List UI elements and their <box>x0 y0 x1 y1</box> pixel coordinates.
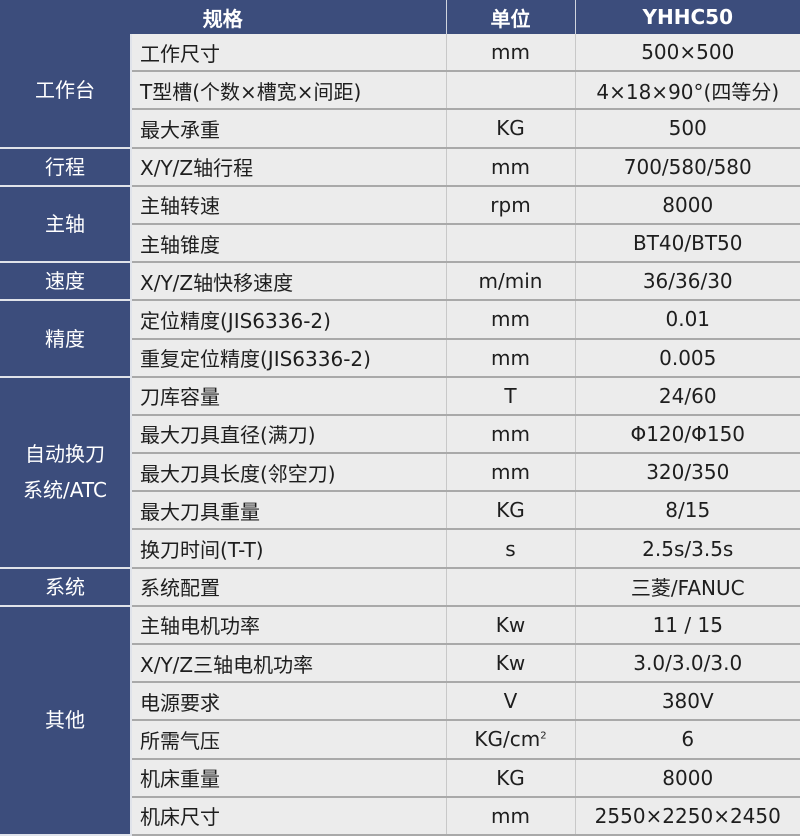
unit-superscript: 2 <box>540 730 547 742</box>
spec-cell: 定位精度(JIS6336-2) <box>131 300 447 340</box>
spec-cell: X/Y/Z轴行程 <box>131 147 447 187</box>
table-row: 所需气压 KG/cm2 6 <box>0 720 800 760</box>
spec-cell: 主轴锥度 <box>131 223 447 264</box>
unit-cell: Kw <box>446 605 576 646</box>
spec-cell: 最大刀具重量 <box>131 491 447 531</box>
unit-cell: T <box>446 376 576 416</box>
table-row: 系统 系统配置 三菱/FANUC <box>0 567 800 607</box>
value-cell: 4×18×90°(四等分) <box>575 71 800 111</box>
table-row: 精度 定位精度(JIS6336-2) mm 0.01 <box>0 300 800 378</box>
unit-cell: rpm <box>446 185 576 225</box>
spec-cell: 电源要求 <box>131 682 447 722</box>
table-row: T型槽(个数×槽宽×间距) 4×18×90°(四等分) <box>0 71 800 111</box>
table-row: 机床重量 KG 8000 <box>0 758 800 798</box>
table-row: 主轴 主轴转速 rpm 8000 <box>0 185 800 264</box>
value-cell: 8000 <box>575 185 800 225</box>
table-row: 最大刀具长度(邻空刀) mm 320/350 <box>0 453 800 493</box>
value-cell: 8/15 <box>575 491 800 531</box>
spec-cell: 刀库容量 <box>131 376 447 416</box>
unit-cell: s <box>446 529 576 569</box>
value-cell: 500×500 <box>575 34 800 73</box>
category-cell: 精度 <box>0 300 132 378</box>
spec-table-body: 工作台 工作尺寸 mm 500×500 T型槽(个数×槽宽×间距) 4×18×90°(四等… <box>0 34 800 836</box>
unit-cell: Kw <box>446 644 576 684</box>
category-cell: 主轴 <box>0 185 132 264</box>
table-row: 最大刀具重量 KG 8/15 <box>0 491 800 531</box>
unit-cell: mm <box>446 147 576 187</box>
unit-cell: V <box>446 682 576 722</box>
table-row: 最大承重 KG 500 <box>0 109 800 149</box>
spec-cell: T型槽(个数×槽宽×间距) <box>131 71 447 111</box>
value-cell: 11 / 15 <box>575 605 800 646</box>
category-cell: 工作台 <box>0 34 132 149</box>
unit-cell: mm <box>446 453 576 493</box>
category-cell: 系统 <box>0 567 132 607</box>
value-cell: Φ120/Φ150 <box>575 414 800 455</box>
spec-cell: 主轴电机功率 <box>131 605 447 646</box>
category-cell: 其他 <box>0 605 132 836</box>
value-cell: 36/36/30 <box>575 262 800 302</box>
header-unit: 单位 <box>446 0 576 34</box>
spec-cell: X/Y/Z轴快移速度 <box>131 262 447 302</box>
spec-cell: X/Y/Z三轴电机功率 <box>131 644 447 684</box>
table-row: X/Y/Z三轴电机功率 Kw 3.0/3.0/3.0 <box>0 644 800 684</box>
unit-cell: mm <box>446 796 576 836</box>
table-row: 最大刀具直径(满刀) mm Φ120/Φ150 <box>0 414 800 455</box>
spec-cell: 机床重量 <box>131 758 447 798</box>
table-row: 速度 X/Y/Z轴快移速度 m/min 36/36/30 <box>0 262 800 302</box>
value-cell: 2550×2250×2450 <box>575 796 800 836</box>
unit-cell: KG <box>446 758 576 798</box>
value-cell: 24/60 <box>575 376 800 416</box>
value-cell: 6 <box>575 720 800 760</box>
category-cell: 速度 <box>0 262 132 302</box>
value-cell: 0.01 <box>575 300 800 340</box>
unit-cell: KG/cm2 <box>446 720 576 760</box>
value-cell: 三菱/FANUC <box>575 567 800 607</box>
unit-cell <box>446 71 576 111</box>
spec-cell: 主轴转速 <box>131 185 447 225</box>
value-cell: 2.5s/3.5s <box>575 529 800 569</box>
spec-cell: 重复定位精度(JIS6336-2) <box>131 338 447 378</box>
value-cell: 380V <box>575 682 800 722</box>
table-row: 自动换刀 系统/ATC 刀库容量 T 24/60 <box>0 376 800 569</box>
unit-cell: mm <box>446 300 576 340</box>
category-cell: 自动换刀 系统/ATC <box>0 376 132 569</box>
unit-cell <box>446 567 576 607</box>
value-cell: 8000 <box>575 758 800 798</box>
unit-cell: KG <box>446 491 576 531</box>
unit-text: KG/cm <box>474 727 541 752</box>
spec-cell: 最大承重 <box>131 109 447 149</box>
value-cell: 3.0/3.0/3.0 <box>575 644 800 684</box>
table-row: 主轴锥度 BT40/BT50 <box>0 223 800 264</box>
unit-cell: mm <box>446 34 576 73</box>
header-spec: 规格 <box>0 0 447 34</box>
category-cell: 行程 <box>0 147 132 187</box>
spec-cell: 最大刀具长度(邻空刀) <box>131 453 447 493</box>
spec-cell: 系统配置 <box>131 567 447 607</box>
unit-cell: mm <box>446 338 576 378</box>
table-row: 工作台 工作尺寸 mm 500×500 <box>0 34 800 149</box>
spec-cell: 最大刀具直径(满刀) <box>131 414 447 455</box>
table-row: 行程 X/Y/Z轴行程 mm 700/580/580 <box>0 147 800 187</box>
header-row: 规格 单位 YHHC50 <box>0 0 800 34</box>
unit-cell: KG <box>446 109 576 149</box>
table-row: 换刀时间(T-T) s 2.5s/3.5s <box>0 529 800 569</box>
unit-cell: m/min <box>446 262 576 302</box>
table-row: 其他 主轴电机功率 Kw 11 / 15 <box>0 605 800 836</box>
table-row: 电源要求 V 380V <box>0 682 800 722</box>
spec-cell: 机床尺寸 <box>131 796 447 836</box>
value-cell: 0.005 <box>575 338 800 378</box>
table-row: 重复定位精度(JIS6336-2) mm 0.005 <box>0 338 800 378</box>
value-cell: 700/580/580 <box>575 147 800 187</box>
spec-cell: 工作尺寸 <box>131 34 447 73</box>
spec-cell: 换刀时间(T-T) <box>131 529 447 569</box>
unit-cell <box>446 223 576 264</box>
value-cell: 500 <box>575 109 800 149</box>
unit-cell: mm <box>446 414 576 455</box>
header-model: YHHC50 <box>575 0 800 34</box>
value-cell: BT40/BT50 <box>575 223 800 264</box>
value-cell: 320/350 <box>575 453 800 493</box>
spec-cell: 所需气压 <box>131 720 447 760</box>
